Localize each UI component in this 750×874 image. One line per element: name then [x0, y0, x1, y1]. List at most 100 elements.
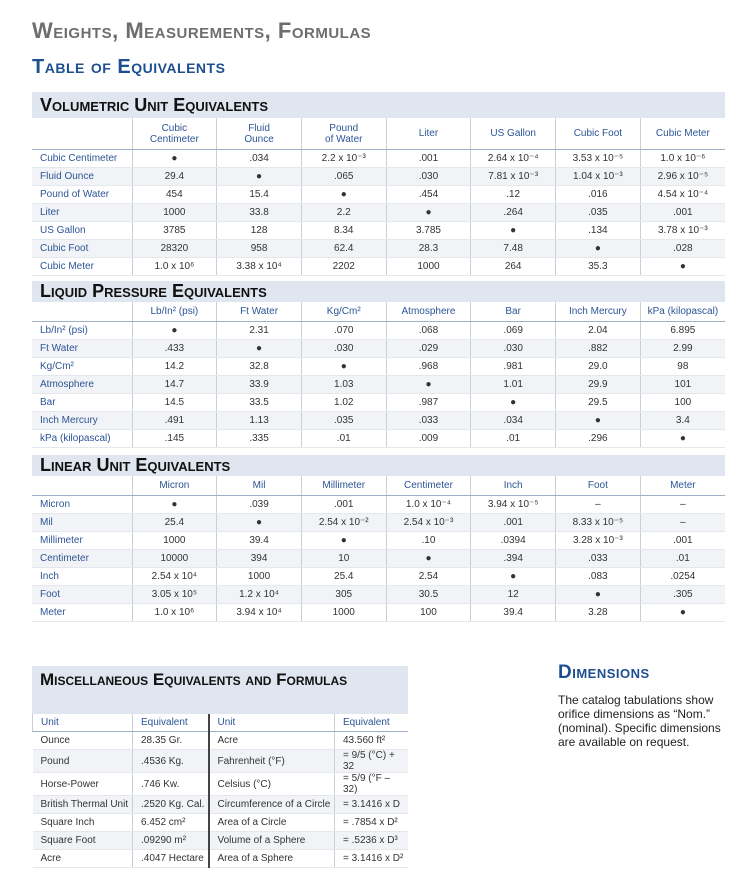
row-label: Pound of Water	[32, 185, 132, 204]
table-cell: 28320	[131, 239, 217, 258]
table-row: Cubic Centimeter ● .034 2.2 x 10⁻³ .001 2.64 …	[32, 149, 725, 168]
table-cell: 2.54 x 10⁻²	[300, 513, 387, 532]
table-cell: 8.34	[300, 221, 387, 240]
table-cell: 1000	[216, 567, 302, 586]
row-label: Kg/Cm²	[32, 357, 132, 376]
table-cell: 3.28	[555, 603, 641, 622]
row-label: Mil	[32, 513, 132, 532]
table-cell: ●	[131, 495, 217, 514]
column-header: Liter	[385, 118, 471, 150]
page-title: Weights, Measurements, Formulas	[32, 18, 372, 43]
table-cell: = .5236 x D³	[334, 831, 408, 850]
table-cell: ●	[639, 257, 725, 276]
row-label: Cubic Centimeter	[32, 149, 132, 168]
table-cell: 305	[300, 585, 387, 604]
table-cell: 1.13	[216, 411, 302, 430]
table-cell: .030	[300, 339, 387, 358]
table-cell: 33.8	[216, 203, 302, 222]
table-cell: 7.81 x 10⁻³	[470, 167, 556, 186]
table-cell: 43.560 ft²	[334, 731, 408, 750]
table-cell: 3.78 x 10⁻³	[639, 221, 725, 240]
table-cell: .001	[639, 203, 725, 222]
table-cell: Celsius (°C)	[207, 772, 335, 796]
table-row: British Thermal Unit .2520 Kg. Cal. Circum…	[32, 795, 408, 814]
table-cell: 2.54 x 10⁻³	[385, 513, 471, 532]
table-cell: 3785	[131, 221, 217, 240]
table-row: Micron ● .039.001 1.0 x 10⁻⁴ 3.94 x 10⁻⁵ – –	[32, 495, 725, 514]
table-cell: Area of a Sphere	[207, 849, 335, 868]
table-row: Millimeter 1000 39.4 ● .10.0394 3.28 x 10⁻³ .0…	[32, 531, 725, 550]
table-cell: –	[639, 513, 725, 532]
table-cell: .10	[385, 531, 471, 550]
table-cell: Pound	[32, 749, 133, 773]
table-row: kPa (kilopascal) .145.335.01.009.01.296 ●	[32, 429, 725, 448]
section-title: Linear Unit Equivalents	[32, 455, 725, 476]
section-title: Miscellaneous Equivalents and Formulas	[32, 666, 408, 714]
table-cell: 1.02	[300, 393, 387, 412]
column-header: Bar	[470, 302, 556, 322]
table-cell: 15.4	[216, 185, 302, 204]
table-cell: .4536 Kg.	[132, 749, 209, 773]
column-header: Centimeter	[385, 476, 471, 496]
corner-cell	[32, 476, 132, 496]
section-title: Liquid Pressure Equivalents	[32, 281, 725, 302]
table-cell: 958	[216, 239, 302, 258]
table-cell: .034	[216, 149, 302, 168]
table-cell: 1000	[131, 203, 217, 222]
table-cell: 2202	[300, 257, 387, 276]
table-cell: .069	[470, 321, 556, 340]
table-cell: 3.05 x 10⁵	[131, 585, 217, 604]
table-cell: 3.53 x 10⁻⁵	[555, 149, 641, 168]
row-label: kPa (kilopascal)	[32, 429, 132, 448]
table-cell: 62.4	[300, 239, 387, 258]
misc-section: Miscellaneous Equivalents and Formulas U…	[32, 666, 408, 868]
table-cell: 6.895	[639, 321, 725, 340]
table-cell: British Thermal Unit	[32, 795, 133, 814]
table-cell: 2.2	[300, 203, 387, 222]
table-cell: .264	[470, 203, 556, 222]
row-label: Lb/In² (psi)	[32, 321, 132, 340]
table-cell: 128	[216, 221, 302, 240]
table-cell: .01	[639, 549, 725, 568]
table-cell: .029	[385, 339, 471, 358]
column-header: Lb/In² (psi)	[131, 302, 217, 322]
table-cell: 394	[216, 549, 302, 568]
table-cell: Horse-Power	[32, 772, 133, 796]
row-label: Fluid Ounce	[32, 167, 132, 186]
table-cell: .746 Kw.	[132, 772, 209, 796]
table-cell: ●	[639, 603, 725, 622]
table-cell: 1.04 x 10⁻³	[555, 167, 641, 186]
table-cell: 12	[470, 585, 556, 604]
table-cell: = 9/5 (°C) + 32	[334, 749, 408, 773]
table-row: Acre .4047 Hectare Area of a Sphere = 3.141…	[32, 849, 408, 868]
table-cell: .882	[555, 339, 641, 358]
table-cell: 29.5	[555, 393, 641, 412]
table-cell: 25.4	[300, 567, 387, 586]
corner-cell	[32, 302, 132, 322]
column-header: Fluid Ounce	[216, 118, 302, 150]
table-row: Meter 1.0 x 10⁶ 3.94 x 10⁴ 1000 100 39.4 3.28 ●	[32, 603, 725, 622]
table-cell: .12	[470, 185, 556, 204]
table-row: Foot 3.05 x 10⁵ 1.2 x 10⁴ 305 30.5 12 ● .305	[32, 585, 725, 604]
table-cell: ●	[131, 149, 217, 168]
column-header: Equivalent	[334, 714, 408, 732]
table-cell: .09290 m²	[132, 831, 209, 850]
row-label: Centimeter	[32, 549, 132, 568]
table-cell: Circumference of a Circle	[207, 795, 335, 814]
column-header: Kg/Cm²	[300, 302, 387, 322]
table-cell: .035	[300, 411, 387, 430]
table-cell: 1.2 x 10⁴	[216, 585, 302, 604]
table-row: Horse-Power .746 Kw. Celsius (°C) = 5/9 (°F…	[32, 772, 408, 796]
row-label: Inch Mercury	[32, 411, 132, 430]
row-label: Millimeter	[32, 531, 132, 550]
table-cell: 29.0	[555, 357, 641, 376]
table-cell: .4047 Hectare	[132, 849, 209, 868]
table-row: Cubic Foot 28320 958 62.4 28.3 7.48 ● .028	[32, 239, 725, 258]
table-cell: 3.38 x 10⁴	[216, 257, 302, 276]
table-cell: .296	[555, 429, 641, 448]
table-cell: .030	[385, 167, 471, 186]
row-label: Micron	[32, 495, 132, 514]
table-cell: ●	[385, 549, 471, 568]
table-section: Linear Unit Equivalents Micron Mil Millimet…	[32, 455, 725, 622]
row-label: Bar	[32, 393, 132, 412]
